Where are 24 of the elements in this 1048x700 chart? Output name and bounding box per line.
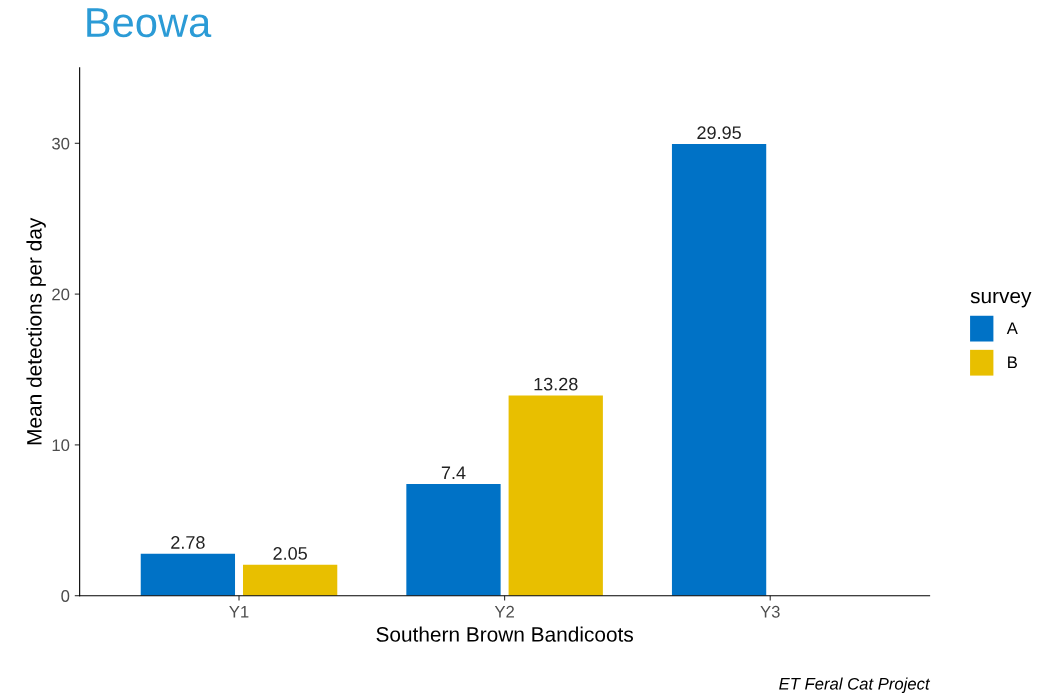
legend-label: A <box>1006 322 1018 334</box>
y-tick-label: 10 <box>52 439 70 452</box>
bar <box>242 564 338 596</box>
data-label: 13.28 <box>534 377 578 391</box>
data-label: 7.4 <box>441 466 466 479</box>
bar <box>508 395 603 596</box>
y-tick-label: 30 <box>52 137 70 150</box>
x-axis-title: Southern Brown Bandicoots <box>376 626 633 642</box>
bar <box>406 484 501 596</box>
chart-title: Beowa <box>87 8 212 38</box>
x-tick-label: Y1 <box>229 606 249 618</box>
legend-label: B <box>1008 356 1017 369</box>
data-label: 2.78 <box>171 536 205 549</box>
bar <box>140 553 236 596</box>
data-label: 29.95 <box>697 126 741 140</box>
x-tick-label: Y2 <box>494 605 514 618</box>
data-label: 2.05 <box>273 547 307 560</box>
y-tick-label: 0 <box>61 590 70 602</box>
text: ET Feral Cat Project <box>779 677 931 693</box>
y-axis-title: Mean detections per day <box>26 217 46 445</box>
y-tick-label: 20 <box>52 288 70 301</box>
legend-title: survey <box>970 291 1032 308</box>
x-tick-label: Y3 <box>760 605 780 618</box>
bar <box>671 144 767 596</box>
